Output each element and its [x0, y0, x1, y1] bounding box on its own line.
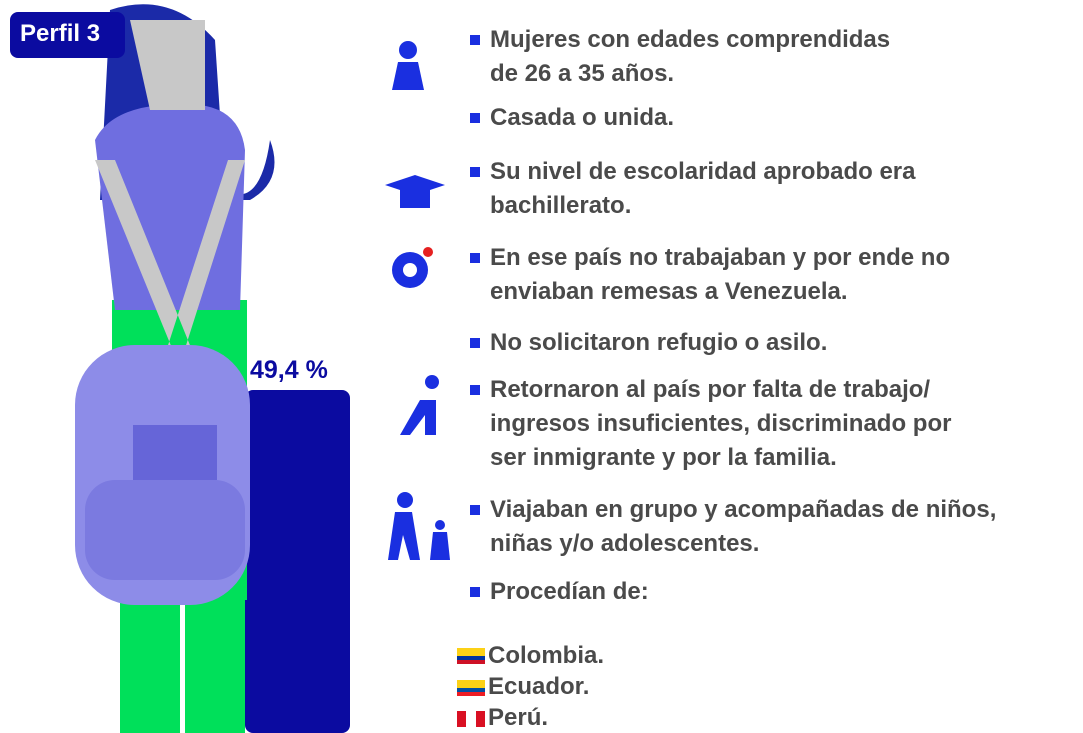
badge-label: Perfil 3: [20, 20, 100, 48]
bullet: [470, 338, 480, 348]
item-text: En ese país no trabajaban y por ende no: [490, 244, 950, 272]
item-text: Casada o unida.: [490, 104, 674, 132]
backpack-pocket: [85, 480, 245, 580]
bullet: [470, 385, 480, 395]
bullet: [470, 253, 480, 263]
item-text: de 26 a 35 años.: [490, 60, 674, 88]
item-text: niñas y/o adolescentes.: [490, 530, 759, 558]
item-text: ingresos insuficientes, discriminado por: [490, 410, 951, 438]
page: Perfil 3 49,4 % Mujeres con edades compr…: [0, 0, 1083, 733]
country: Colombia.: [488, 642, 604, 670]
bullet: [470, 167, 480, 177]
bullet: [470, 505, 480, 515]
icons: [385, 41, 450, 560]
country: Perú.: [488, 704, 548, 732]
item-text: bachillerato.: [490, 192, 631, 220]
item-text: Viajaban en grupo y acompañadas de niños…: [490, 496, 996, 524]
percentage: 49,4 %: [250, 356, 328, 384]
flags: [457, 648, 485, 727]
bullet: [470, 35, 480, 45]
bullet: [470, 587, 480, 597]
leg: [185, 600, 245, 733]
item-text: No solicitaron refugio o asilo.: [490, 329, 827, 357]
item-text: Mujeres con edades comprendidas: [490, 26, 890, 54]
item-text: Procedían de:: [490, 578, 649, 606]
country: Ecuador.: [488, 673, 589, 701]
item-text: Su nivel de escolaridad aprobado era: [490, 158, 915, 186]
item-text: enviaban remesas a Venezuela.: [490, 278, 848, 306]
item-text: Retornaron al país por falta de trabajo/: [490, 376, 930, 404]
backpack-patch: [133, 425, 217, 480]
icon-accent: [423, 247, 433, 257]
percentage-bar: [245, 390, 350, 733]
leg: [120, 600, 180, 733]
item-text: ser inmigrante y por la familia.: [490, 444, 837, 472]
bullet: [470, 113, 480, 123]
